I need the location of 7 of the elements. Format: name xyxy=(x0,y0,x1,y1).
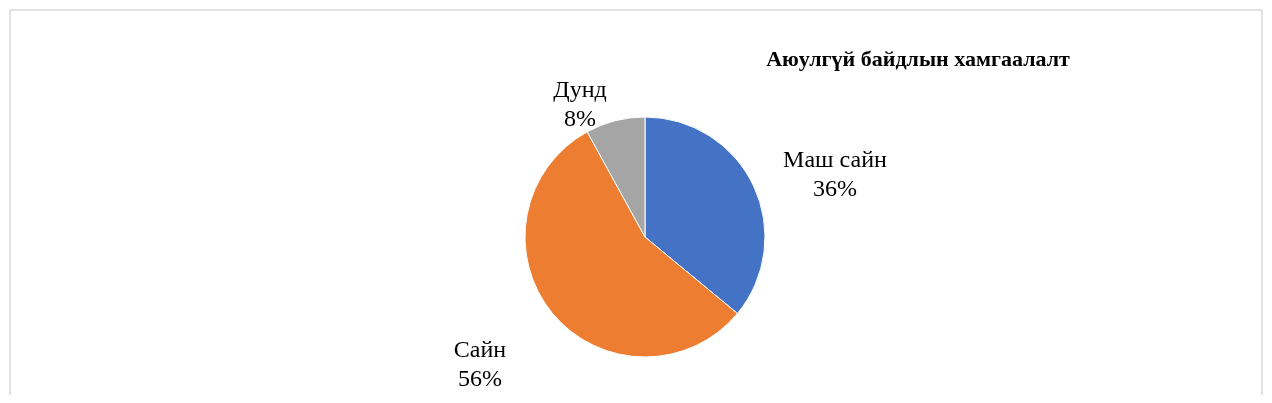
slice-label: Сайн xyxy=(453,336,507,362)
data-label: 56% xyxy=(458,365,502,391)
slice-label: Дунд xyxy=(553,76,607,102)
slice-label: Маш сайн xyxy=(783,146,888,172)
data-label: 36% xyxy=(813,175,857,201)
chart-title: Аюулгүй байдлын хамгаалалт xyxy=(766,46,1071,71)
data-label: 8% xyxy=(564,105,596,131)
